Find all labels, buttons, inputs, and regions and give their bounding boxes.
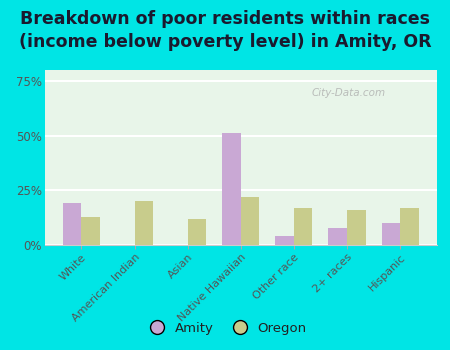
Bar	[400, 208, 418, 245]
Bar	[222, 133, 241, 245]
Bar	[188, 219, 206, 245]
Bar	[275, 236, 294, 245]
Bar	[328, 228, 347, 245]
Bar	[347, 210, 365, 245]
Bar	[81, 217, 100, 245]
Text: Breakdown of poor residents within races
(income below poverty level) in Amity, : Breakdown of poor residents within races…	[19, 10, 431, 51]
Bar	[135, 201, 153, 245]
Bar	[241, 197, 259, 245]
Bar	[294, 208, 312, 245]
Legend: Amity, Oregon: Amity, Oregon	[139, 316, 311, 340]
Text: City-Data.com: City-Data.com	[311, 88, 385, 98]
Bar	[382, 223, 400, 245]
Bar	[63, 203, 81, 245]
